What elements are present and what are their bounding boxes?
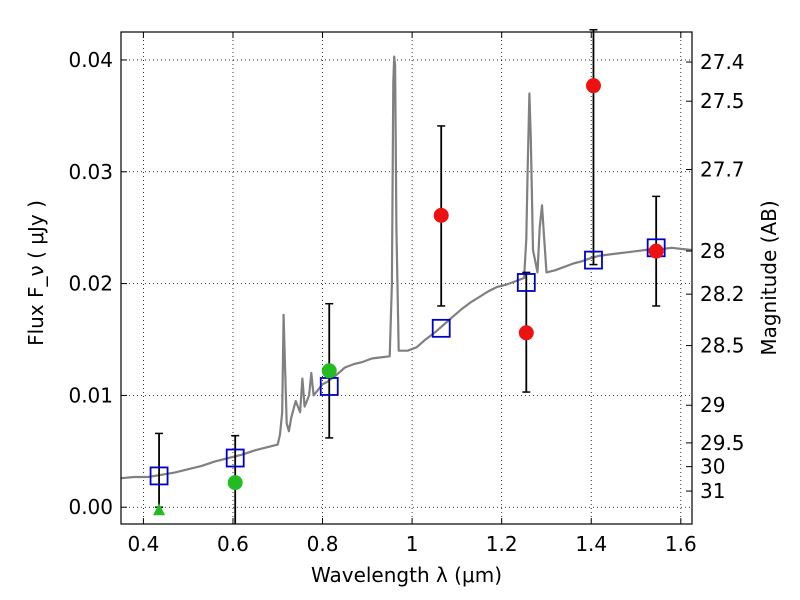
upper-limit-marker — [153, 503, 166, 516]
right-tick-label: 27.7 — [700, 158, 745, 182]
right-tick-label: 27.4 — [700, 50, 745, 74]
spectrum-line — [120, 55, 693, 480]
right-tick-label: 28 — [700, 239, 725, 263]
x-tick-label: 0.4 — [127, 532, 159, 556]
x-axis-label: Wavelength λ (μm) — [311, 563, 502, 587]
y-tick-label: 0.02 — [68, 272, 113, 296]
y-tick-label: 0.04 — [68, 48, 113, 72]
detection-point — [227, 475, 243, 491]
model-box — [149, 466, 169, 486]
detection-point — [518, 325, 534, 341]
x-tick-label: 1.6 — [665, 532, 697, 556]
detection-layer — [153, 78, 664, 516]
detection-point — [648, 243, 664, 259]
y-tick-label: 0.01 — [68, 383, 113, 407]
model-box — [431, 318, 451, 338]
x-tick-label: 1 — [406, 532, 419, 556]
x-tick-label: 0.8 — [307, 532, 339, 556]
detection-point — [585, 78, 601, 94]
y-tick-label: 0.03 — [68, 160, 113, 184]
detection-point — [433, 207, 449, 223]
x-tick-label: 1.2 — [486, 532, 518, 556]
model-box — [225, 448, 245, 468]
tick-layer: 0.4 0.6 0.8 1 1.2 1.4 1.6 0.00 0.01 0.02 0.03 0.04 2… — [68, 32, 745, 556]
plot-frame — [120, 31, 693, 525]
right-tick-label: 29.5 — [700, 431, 745, 455]
y-axis-label: Flux F_ν ( μJy ) — [24, 200, 48, 346]
right-tick-label: 27.5 — [700, 89, 745, 113]
right-tick-label: 28.5 — [700, 334, 745, 358]
spectrum-layer — [120, 55, 693, 480]
x-tick-label: 0.6 — [217, 532, 249, 556]
right-tick-label: 31 — [700, 479, 725, 503]
right-tick-label: 30 — [700, 455, 725, 479]
model-box — [584, 250, 603, 270]
right-tick-label: 29 — [700, 393, 725, 417]
right-y-axis-label: Magnitude (AB) — [757, 200, 781, 355]
y-tick-label: 0.00 — [68, 495, 113, 519]
right-tick-label: 28.2 — [700, 282, 745, 306]
x-tick-label: 1.4 — [575, 532, 607, 556]
detection-point — [321, 363, 337, 379]
model-box — [516, 273, 536, 292]
